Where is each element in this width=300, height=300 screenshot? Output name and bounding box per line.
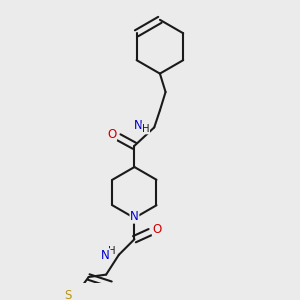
Text: H: H (142, 124, 149, 134)
Text: N: N (101, 249, 110, 262)
Text: S: S (64, 289, 72, 300)
Text: N: N (134, 119, 143, 133)
Text: O: O (152, 223, 162, 236)
Text: O: O (107, 128, 116, 141)
Text: N: N (130, 210, 139, 223)
Text: H: H (108, 246, 116, 256)
